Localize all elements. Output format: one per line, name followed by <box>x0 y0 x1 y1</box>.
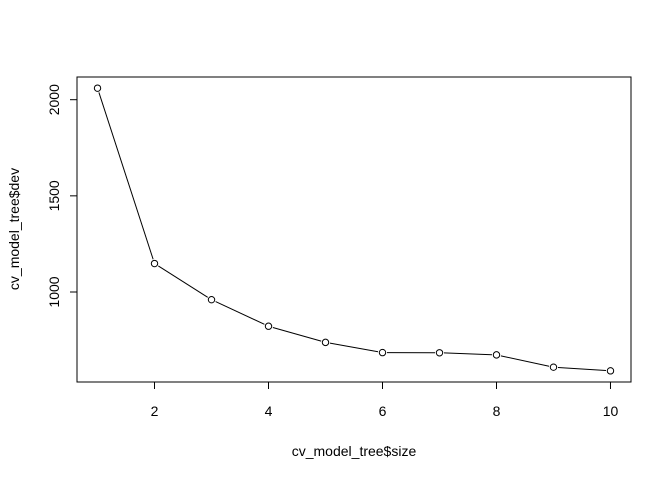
y-tick-label-1: 1500 <box>46 180 62 211</box>
x-axis: 2 4 6 8 10 <box>151 381 619 419</box>
data-point-7 <box>492 351 501 359</box>
x-tick-label-1: 4 <box>265 403 273 419</box>
series-segment-1 <box>158 265 208 298</box>
series-segment-3 <box>272 326 322 342</box>
data-point-0 <box>93 84 102 92</box>
series-segment-8 <box>557 366 607 372</box>
series-layer <box>93 84 615 375</box>
data-point-8 <box>549 363 558 371</box>
data-point-4 <box>321 338 330 347</box>
data-point-1 <box>150 259 159 268</box>
y-tick-label-0: 1000 <box>46 276 62 307</box>
data-point-6 <box>435 349 444 357</box>
y-tick-label-2: 2000 <box>46 84 62 115</box>
data-point-9 <box>606 367 615 375</box>
series-segment-7 <box>500 355 550 367</box>
data-point-5 <box>378 348 387 357</box>
data-point-3 <box>264 322 273 330</box>
series-segment-4 <box>329 342 379 353</box>
x-tick-label-3: 8 <box>493 403 501 419</box>
y-axis-label: cv_model_tree$dev <box>6 168 22 290</box>
x-tick-label-0: 2 <box>151 403 159 419</box>
x-tick-label-4: 10 <box>603 403 619 419</box>
x-axis-label: cv_model_tree$size <box>292 443 417 459</box>
plot-frame <box>76 76 632 383</box>
series-segment-6 <box>443 352 493 356</box>
x-tick-label-2: 6 <box>379 403 387 419</box>
data-point-2 <box>207 295 216 304</box>
series-segment-0 <box>98 92 154 260</box>
series-segment-2 <box>215 301 265 325</box>
y-axis: 1000 1500 2000 <box>46 84 78 308</box>
